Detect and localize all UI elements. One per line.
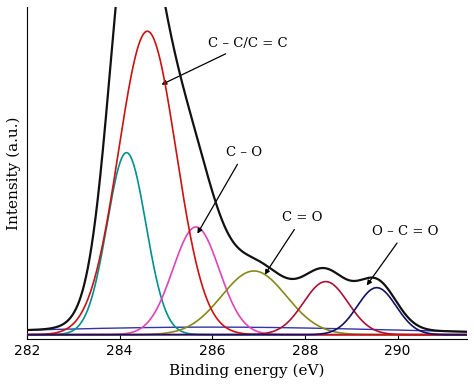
- X-axis label: Binding energy (eV): Binding energy (eV): [169, 364, 325, 378]
- Text: C – C/C = C: C – C/C = C: [163, 37, 287, 84]
- Y-axis label: Intensity (a.u.): Intensity (a.u.): [7, 116, 21, 230]
- Text: C – O: C – O: [198, 146, 262, 233]
- Text: O – C = O: O – C = O: [367, 225, 438, 284]
- Text: C = O: C = O: [265, 211, 322, 273]
